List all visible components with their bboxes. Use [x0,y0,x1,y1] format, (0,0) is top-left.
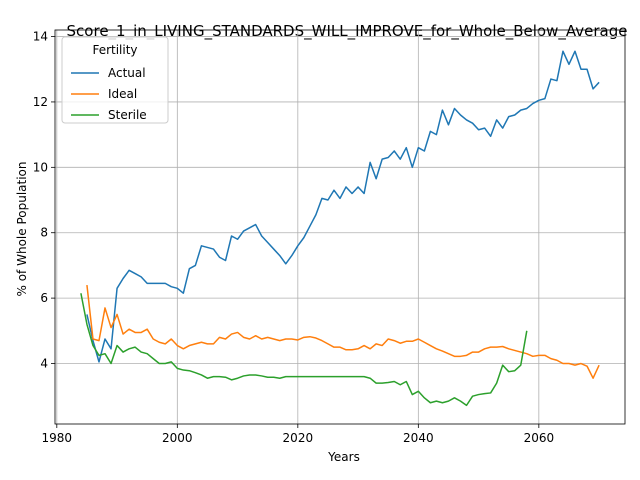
x-tick-label: 2020 [283,431,314,445]
legend-title: Fertility [92,43,137,57]
plot-frame [54,29,626,425]
y-tick-label: 4 [40,357,48,371]
legend-label-sterile: Sterile [108,108,147,122]
series-line-ideal [86,284,600,379]
x-axis-label: Years [327,450,360,464]
series-group [80,50,600,407]
y-tick-label: 10 [33,160,48,174]
legend: Fertility Actual Ideal Sterile [61,36,169,124]
y-tick-label: 12 [33,95,48,109]
x-tick-label: 1980 [42,431,73,445]
series-line-actual [86,50,600,363]
x-tick-label: 2040 [403,431,434,445]
legend-box [61,36,169,124]
x-tick-label: 2060 [524,431,555,445]
y-axis-label: % of Whole Population [15,162,29,297]
series-line-sterile [80,293,528,407]
ticks: 1980 2000 2020 2040 2060 4 6 8 10 12 14 [33,30,554,445]
x-tick-label: 2000 [162,431,193,445]
y-tick-label: 14 [33,30,48,44]
legend-label-actual: Actual [108,66,146,80]
axes [54,29,626,425]
legend-label-ideal: Ideal [108,87,137,101]
y-tick-label: 8 [40,226,48,240]
y-tick-label: 6 [40,291,48,305]
